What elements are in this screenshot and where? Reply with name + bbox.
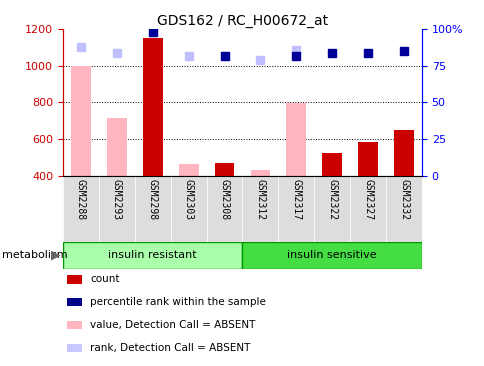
Bar xyxy=(71,66,91,176)
Text: GSM2322: GSM2322 xyxy=(327,179,336,220)
Bar xyxy=(214,163,234,176)
Bar xyxy=(67,321,82,329)
Text: GSM2308: GSM2308 xyxy=(219,179,229,220)
Bar xyxy=(67,298,82,306)
Text: rank, Detection Call = ABSENT: rank, Detection Call = ABSENT xyxy=(90,343,250,353)
Text: GSM2293: GSM2293 xyxy=(112,179,121,220)
Bar xyxy=(322,153,341,176)
Bar xyxy=(250,170,270,176)
Bar xyxy=(242,242,421,269)
Bar xyxy=(143,38,162,176)
Text: insulin sensitive: insulin sensitive xyxy=(287,250,376,260)
Bar xyxy=(278,176,314,242)
Text: metabolism: metabolism xyxy=(2,250,68,260)
Bar xyxy=(67,275,82,284)
Bar xyxy=(358,142,377,176)
Text: GSM2303: GSM2303 xyxy=(183,179,193,220)
Bar xyxy=(242,176,278,242)
Bar xyxy=(385,176,421,242)
Bar xyxy=(349,176,385,242)
Text: GSM2312: GSM2312 xyxy=(255,179,265,220)
Bar xyxy=(99,176,135,242)
Bar xyxy=(393,130,413,176)
Bar xyxy=(170,176,206,242)
Bar xyxy=(63,242,242,269)
Text: percentile rank within the sample: percentile rank within the sample xyxy=(90,297,266,307)
Bar xyxy=(286,103,305,176)
Text: GSM2317: GSM2317 xyxy=(291,179,301,220)
Bar xyxy=(107,118,126,176)
Text: GSM2288: GSM2288 xyxy=(76,179,86,220)
Title: GDS162 / RC_H00672_at: GDS162 / RC_H00672_at xyxy=(157,14,327,28)
Text: ▶: ▶ xyxy=(51,249,60,262)
Text: GSM2298: GSM2298 xyxy=(148,179,157,220)
Bar xyxy=(135,176,170,242)
Bar xyxy=(67,344,82,352)
Text: insulin resistant: insulin resistant xyxy=(108,250,197,260)
Text: GSM2332: GSM2332 xyxy=(398,179,408,220)
Bar xyxy=(179,164,198,176)
Text: count: count xyxy=(90,274,120,284)
Text: GSM2327: GSM2327 xyxy=(363,179,372,220)
Bar xyxy=(314,176,349,242)
Bar xyxy=(206,176,242,242)
Bar xyxy=(63,176,99,242)
Text: value, Detection Call = ABSENT: value, Detection Call = ABSENT xyxy=(90,320,255,330)
